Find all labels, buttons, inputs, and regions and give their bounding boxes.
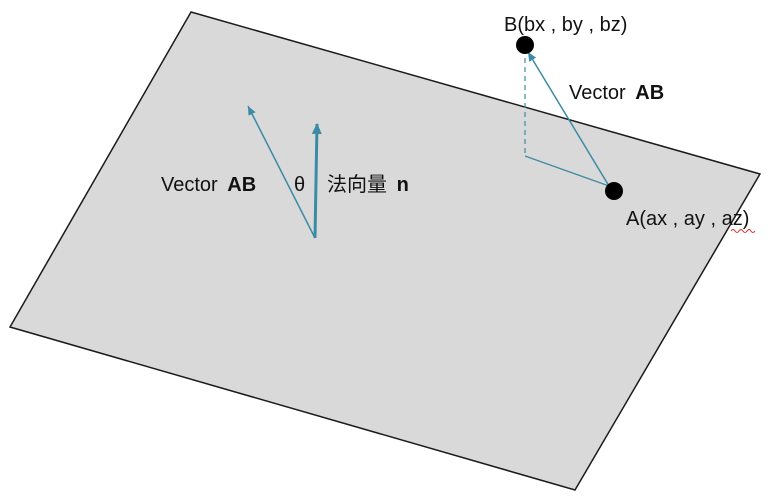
point-b-dot <box>516 36 534 54</box>
normal-vector-label: 法向量 n <box>327 173 409 196</box>
vector-ab-arrow <box>247 105 316 239</box>
angle-theta-label: θ <box>294 174 305 196</box>
vector-ab-arrow-right <box>527 51 610 187</box>
vector-ab-name: AB <box>635 82 664 104</box>
point-b-label: B(bx , by , bz) <box>504 14 627 36</box>
spellcheck-squiggle <box>730 229 756 233</box>
normal-prefix: 法向量 <box>327 173 393 196</box>
vector-ab-label-left: Vector AB <box>161 174 256 196</box>
plane <box>8 11 762 491</box>
vector-ab-label-right: Vector AB <box>569 82 664 104</box>
normal-name: n <box>397 174 409 196</box>
projection-line-to-a <box>524 155 610 187</box>
vector-ab-prefix: Vector <box>569 82 631 104</box>
vector-ab-prefix-left: Vector <box>161 174 223 196</box>
normal-vector-arrow <box>311 123 322 239</box>
point-a-label: A(ax , ay , az) <box>626 208 749 230</box>
point-a-dot <box>605 182 623 200</box>
vector-ab-name-left: AB <box>227 174 256 196</box>
